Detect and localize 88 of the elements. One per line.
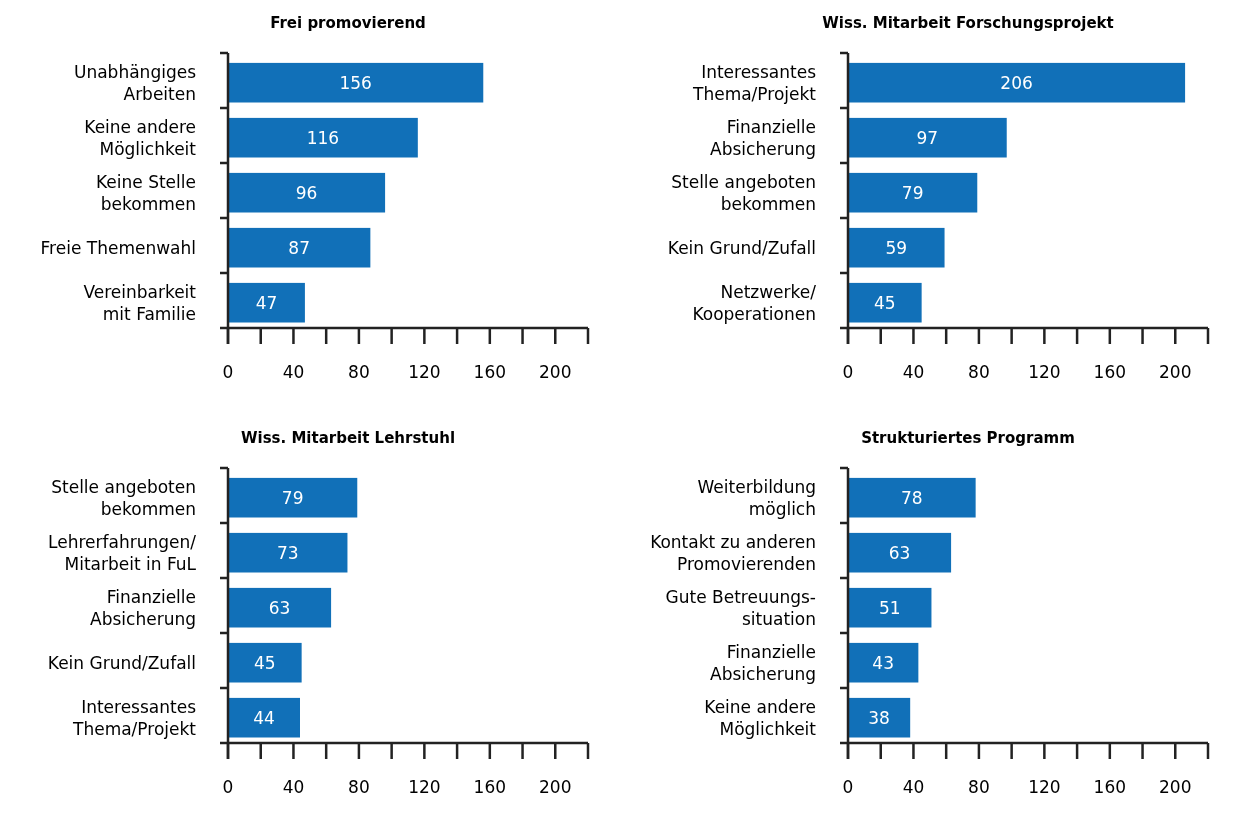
data-label: 116 — [306, 127, 340, 148]
y-tick-label: Freie Themenwahl — [40, 237, 196, 258]
y-tick-label: Keine Stelle bekommen — [96, 171, 196, 214]
x-tick-label: 80 — [348, 362, 370, 382]
data-label: 44 — [253, 707, 275, 728]
y-tick-label: Finanzielle Absicherung — [710, 116, 816, 159]
x-tick-label: 120 — [1028, 362, 1061, 382]
bar — [228, 587, 332, 628]
x-tick-label: 0 — [842, 362, 854, 382]
bar — [848, 477, 976, 518]
data-label: 59 — [885, 237, 908, 258]
x-tick-label: 40 — [282, 362, 305, 382]
x-tick-label: 40 — [902, 777, 925, 797]
bar — [228, 642, 302, 683]
y-tick-label: Finanzielle Absicherung — [710, 641, 816, 684]
x-tick-label: 200 — [539, 777, 572, 797]
x-tick-label: 0 — [222, 362, 234, 382]
x-tick-label: 120 — [408, 777, 441, 797]
data-label: 97 — [916, 127, 939, 148]
bar — [848, 62, 1186, 103]
y-tick-label: Weiterbildung möglich — [697, 476, 816, 519]
bar — [848, 172, 978, 213]
data-label: 63 — [888, 542, 911, 563]
bar — [228, 697, 300, 738]
bar — [228, 227, 371, 268]
data-label: 45 — [254, 652, 276, 673]
data-label: 78 — [901, 487, 923, 508]
bar — [848, 117, 1007, 158]
y-tick-label: Keine andere Möglichkeit — [84, 116, 197, 159]
x-tick-label: 120 — [1028, 777, 1061, 797]
bar — [228, 282, 305, 323]
y-tick-label: Lehrerfahrungen/ Mitarbeit in FuL — [48, 531, 197, 574]
y-tick-label: Stelle angeboten bekommen — [671, 171, 816, 214]
y-tick-label: Kontakt zu anderen Promovierenden — [650, 531, 816, 574]
x-tick-label: 120 — [408, 362, 441, 382]
bar — [848, 642, 919, 683]
chart-title: Wiss. Mitarbeit Forschungsprojekt — [822, 14, 1114, 32]
x-tick-label: 80 — [968, 362, 990, 382]
y-tick-label: Gute Betreuungs- situation — [665, 586, 816, 629]
chart-title: Wiss. Mitarbeit Lehrstuhl — [240, 429, 456, 447]
data-label: 45 — [874, 292, 896, 313]
x-tick-label: 0 — [842, 777, 854, 797]
data-label: 38 — [868, 707, 890, 728]
chart-title: Strukturiertes Programm — [861, 429, 1075, 447]
data-label: 206 — [1000, 72, 1033, 93]
y-tick-label: Finanzielle Absicherung — [90, 586, 196, 629]
x-tick-label: 200 — [539, 362, 572, 382]
x-tick-label: 80 — [348, 777, 370, 797]
bar — [848, 227, 945, 268]
y-tick-label: Interessantes Thema/Projekt — [692, 61, 817, 104]
x-tick-label: 160 — [1093, 777, 1127, 797]
data-label: 96 — [295, 182, 318, 203]
data-label: 47 — [255, 292, 278, 313]
y-tick-label: Kein Grund/Zufall — [667, 237, 816, 258]
data-label: 79 — [281, 487, 304, 508]
y-tick-label: Keine andere Möglichkeit — [704, 696, 817, 739]
bar — [848, 587, 932, 628]
x-tick-label: 40 — [282, 777, 305, 797]
x-tick-label: 40 — [902, 362, 925, 382]
y-tick-label: Vereinbarkeit mit Familie — [83, 281, 197, 324]
data-label: 51 — [878, 597, 901, 618]
data-label: 43 — [872, 652, 894, 673]
bar — [228, 477, 358, 518]
bar — [228, 117, 418, 158]
y-tick-label: Stelle angeboten bekommen — [51, 476, 196, 519]
x-tick-label: 80 — [968, 777, 990, 797]
y-tick-label: Interessantes Thema/Projekt — [72, 696, 197, 739]
x-tick-label: 160 — [473, 362, 507, 382]
x-tick-label: 0 — [222, 777, 234, 797]
bar — [228, 172, 386, 213]
chart-title: Frei promovierend — [270, 14, 426, 32]
data-label: 73 — [276, 542, 299, 563]
bar — [848, 282, 922, 323]
y-tick-label: Kein Grund/Zufall — [47, 652, 196, 673]
y-tick-label: Netzwerke/ Kooperationen — [692, 281, 817, 324]
data-label: 63 — [268, 597, 291, 618]
y-tick-label: Unabhängiges Arbeiten — [73, 61, 197, 104]
x-tick-label: 200 — [1159, 362, 1192, 382]
x-tick-label: 160 — [473, 777, 507, 797]
x-tick-label: 160 — [1093, 362, 1127, 382]
bar — [228, 532, 348, 573]
data-label: 79 — [901, 182, 924, 203]
x-tick-label: 200 — [1159, 777, 1192, 797]
data-label: 156 — [339, 72, 372, 93]
bar — [848, 532, 952, 573]
bar — [228, 62, 484, 103]
data-label: 87 — [288, 237, 310, 258]
bar — [848, 697, 911, 738]
